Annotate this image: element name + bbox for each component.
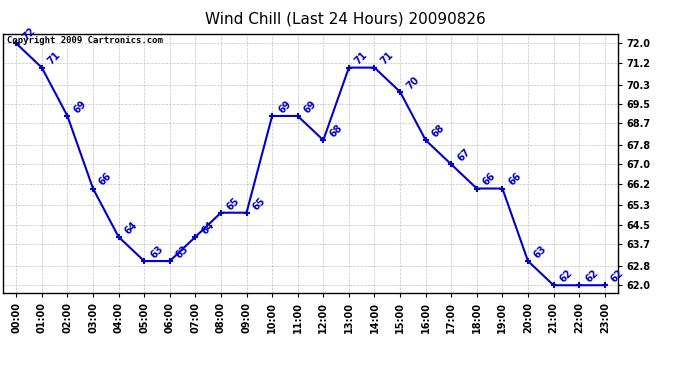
Text: 62: 62: [558, 268, 574, 285]
Text: 66: 66: [506, 171, 523, 188]
Text: 71: 71: [46, 50, 63, 67]
Text: 62: 62: [583, 268, 600, 285]
Text: Wind Chill (Last 24 Hours) 20090826: Wind Chill (Last 24 Hours) 20090826: [205, 11, 485, 26]
Text: 66: 66: [481, 171, 497, 188]
Text: 71: 71: [353, 50, 370, 67]
Text: 65: 65: [225, 195, 241, 212]
Text: 63: 63: [174, 244, 190, 260]
Text: 64: 64: [123, 219, 139, 236]
Text: 65: 65: [250, 195, 267, 212]
Text: 63: 63: [148, 244, 165, 260]
Text: 64: 64: [199, 219, 216, 236]
Text: Copyright 2009 Cartronics.com: Copyright 2009 Cartronics.com: [6, 36, 162, 45]
Text: 68: 68: [430, 123, 446, 140]
Text: 70: 70: [404, 74, 421, 91]
Text: 68: 68: [328, 123, 344, 140]
Text: 69: 69: [72, 99, 88, 115]
Text: 67: 67: [455, 147, 472, 164]
Text: 62: 62: [609, 268, 626, 285]
Text: 66: 66: [97, 171, 114, 188]
Text: 69: 69: [276, 99, 293, 115]
Text: 71: 71: [379, 50, 395, 67]
Text: 69: 69: [302, 99, 319, 115]
Text: 72: 72: [21, 26, 37, 43]
Text: 63: 63: [532, 244, 549, 260]
